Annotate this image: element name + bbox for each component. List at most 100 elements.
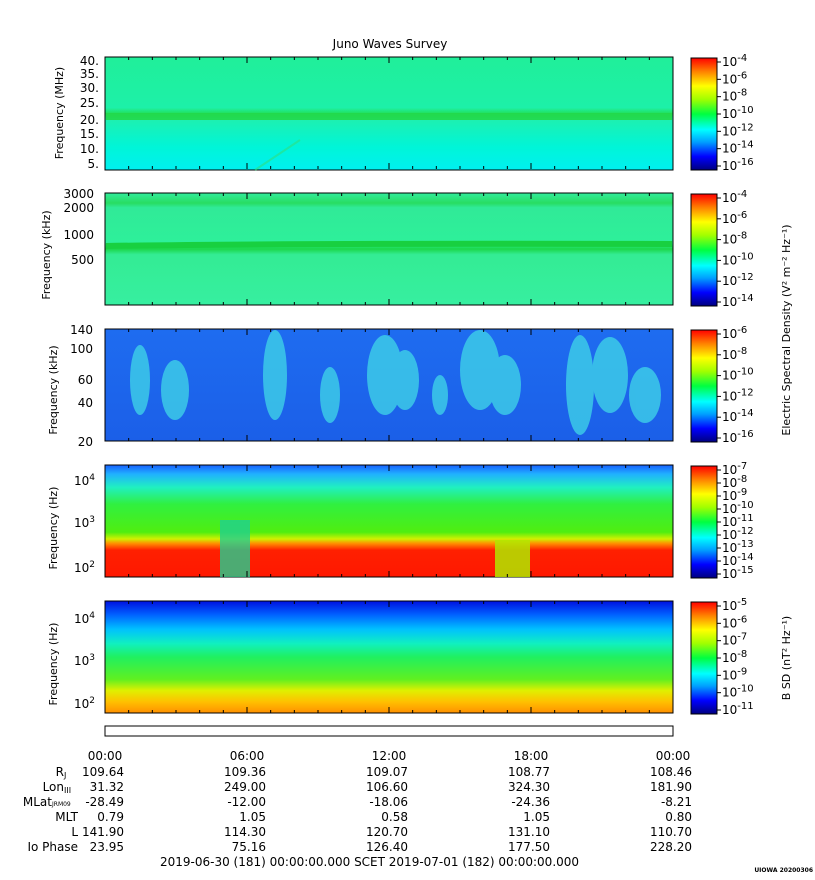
ephemeris-value: 109.07 [366, 765, 408, 779]
colorbar-label: 10-6 [722, 70, 747, 86]
panel-3-axis: Frequency (kHz) 140 100 60 40 20 [47, 323, 93, 449]
ephemeris-value: 126.40 [366, 840, 408, 854]
colorbar-label: 10-9 [722, 666, 747, 682]
ephemeris-value: 23.95 [89, 840, 124, 854]
ephemeris-row-label: L [71, 825, 78, 839]
colorbar-label: 10-5 [722, 597, 747, 613]
ephemeris-row-sublabel: III [64, 786, 72, 795]
ephemeris-value: 181.90 [650, 780, 692, 794]
time-tick: 18:00 [513, 749, 549, 763]
panel-3-ytick: 40 [78, 396, 93, 410]
panel-5-ylabel: Frequency (Hz) [47, 623, 60, 706]
colorbar-label: 10-8 [722, 649, 747, 665]
panel-2-ytick: 2000 [63, 201, 94, 215]
panel-5-spectrogram [104, 600, 674, 714]
panel-3-ytick: 140 [70, 323, 93, 337]
panel-4-ytick: 104 [74, 473, 95, 488]
scet-footer: 2019-06-30 (181) 00:00:00.000 SCET 2019-… [160, 855, 580, 869]
panel-2: Frequency (kHz) 3000 2000 1000 500 [40, 187, 674, 306]
ephemeris-value: 0.58 [381, 810, 408, 824]
colorbars: 10-410-610-810-1010-1210-1410-1610-410-6… [690, 53, 793, 717]
colorbar-label: 10-12 [722, 272, 754, 288]
bsd-colorbar-title: B SD (nT² Hz⁻¹) [780, 616, 793, 700]
panel-1-ytick: 35. [80, 67, 99, 81]
uiowa-stamp: UIOWA 20200306 [754, 867, 813, 874]
panel-2-axis: Frequency (kHz) 3000 2000 1000 500 [40, 187, 94, 300]
colorbar-label: 10-4 [722, 189, 747, 205]
time-axis-box [104, 725, 674, 737]
panel-2-ytick: 1000 [63, 228, 94, 242]
esd-colorbar-title: Electric Spectral Density (V² m⁻² Hz⁻¹) [780, 224, 793, 435]
panel-3: Frequency (kHz) 140 100 60 40 20 [47, 323, 674, 449]
panel-2-spectrogram [104, 192, 674, 306]
colorbar-label: 10-12 [722, 387, 754, 403]
panel-5-ytick: 103 [74, 653, 95, 668]
ephemeris-value: 108.46 [650, 765, 692, 779]
ephemeris-value: 228.20 [650, 840, 692, 854]
ephemeris-value: 108.77 [508, 765, 550, 779]
ephemeris-row-label: MLat [22, 795, 52, 809]
panel-4-ylabel: Frequency (Hz) [47, 487, 60, 570]
colorbar-label: 10-4 [722, 53, 747, 69]
ephemeris-value: 109.64 [82, 765, 124, 779]
ephemeris-value: 75.16 [231, 840, 266, 854]
ephemeris-value: 324.30 [508, 780, 550, 794]
ephemeris-value: 177.50 [508, 840, 550, 854]
panel-4-spectrogram [104, 464, 674, 578]
panel-2-ylabel: Frequency (kHz) [40, 210, 53, 299]
time-tick: 00:00 [655, 749, 691, 763]
panel-2-ytick: 500 [71, 253, 94, 267]
panel-1-ytick: 40. [80, 54, 99, 68]
time-tick: 06:00 [229, 749, 265, 763]
colorbar-label: 10-14 [722, 293, 754, 309]
ephemeris-row-label: Io Phase [27, 840, 78, 854]
colorbar-label: 10-7 [722, 632, 747, 648]
ephemeris-value: -8.21 [660, 795, 692, 809]
colorbar-label: 10-10 [722, 251, 754, 267]
ephemeris-row-label: R [55, 765, 64, 779]
colorbar-label: 10-10 [722, 105, 754, 121]
panel-4: Frequency (Hz) 104 103 102 [47, 464, 674, 578]
chart-title: Juno Waves Survey [332, 37, 448, 51]
ephemeris-value: -28.49 [85, 795, 124, 809]
ephemeris-value: 114.30 [224, 825, 266, 839]
ephemeris-value: -12.00 [227, 795, 266, 809]
colorbar-label: 10-10 [722, 367, 754, 383]
panel-4-axis: Frequency (Hz) 104 103 102 [47, 473, 95, 575]
colorbar-label: 10-11 [722, 701, 754, 717]
ephemeris-value: 1.05 [239, 810, 266, 824]
ephemeris-value: 31.32 [89, 780, 124, 794]
ephemeris-value: 0.80 [665, 810, 692, 824]
spectrogram-panels: Frequency (MHz) 40. 35. 30. 25. 20. 15. … [40, 53, 793, 737]
colorbar-label: 10-6 [722, 325, 747, 341]
colorbar-1 [690, 57, 718, 171]
panel-5-ytick: 104 [74, 611, 95, 626]
ephemeris-row-label: Lon [42, 780, 64, 794]
time-tick: 12:00 [371, 749, 407, 763]
time-tick: 00:00 [87, 749, 123, 763]
colorbar-label: 10-6 [722, 614, 747, 630]
ephemeris-value: -24.36 [511, 795, 550, 809]
ephemeris-row-label: MLT [55, 810, 78, 824]
ephemeris-value: 106.60 [366, 780, 408, 794]
ephemeris-row-sublabel: JRM09 [52, 801, 71, 808]
colorbar-5 [690, 601, 718, 715]
panel-3-ytick: 60 [78, 373, 93, 387]
panel-4-ytick: 103 [74, 515, 95, 530]
panel-5-axis: Frequency (Hz) 104 103 102 [47, 611, 95, 711]
ephemeris-value: 131.10 [508, 825, 550, 839]
colorbar-label: 10-8 [722, 346, 747, 362]
ephemeris-value: 141.90 [82, 825, 124, 839]
colorbar-3 [690, 329, 718, 443]
panel-1-ytick: 15. [80, 127, 99, 141]
colorbar-label: 10-6 [722, 210, 747, 226]
panel-3-ytick: 20 [78, 435, 93, 449]
colorbar-label: 10-16 [722, 157, 754, 173]
panel-1-ylabel: Frequency (MHz) [53, 67, 66, 159]
panel-3-ylabel: Frequency (kHz) [47, 345, 60, 434]
colorbar-label: 10-15 [722, 565, 754, 581]
panel-5: Frequency (Hz) 104 103 102 [47, 600, 674, 714]
panel-2-ytick: 3000 [63, 187, 94, 201]
colorbar-label: 10-10 [722, 684, 754, 700]
panel-1-ytick: 25. [80, 96, 99, 110]
